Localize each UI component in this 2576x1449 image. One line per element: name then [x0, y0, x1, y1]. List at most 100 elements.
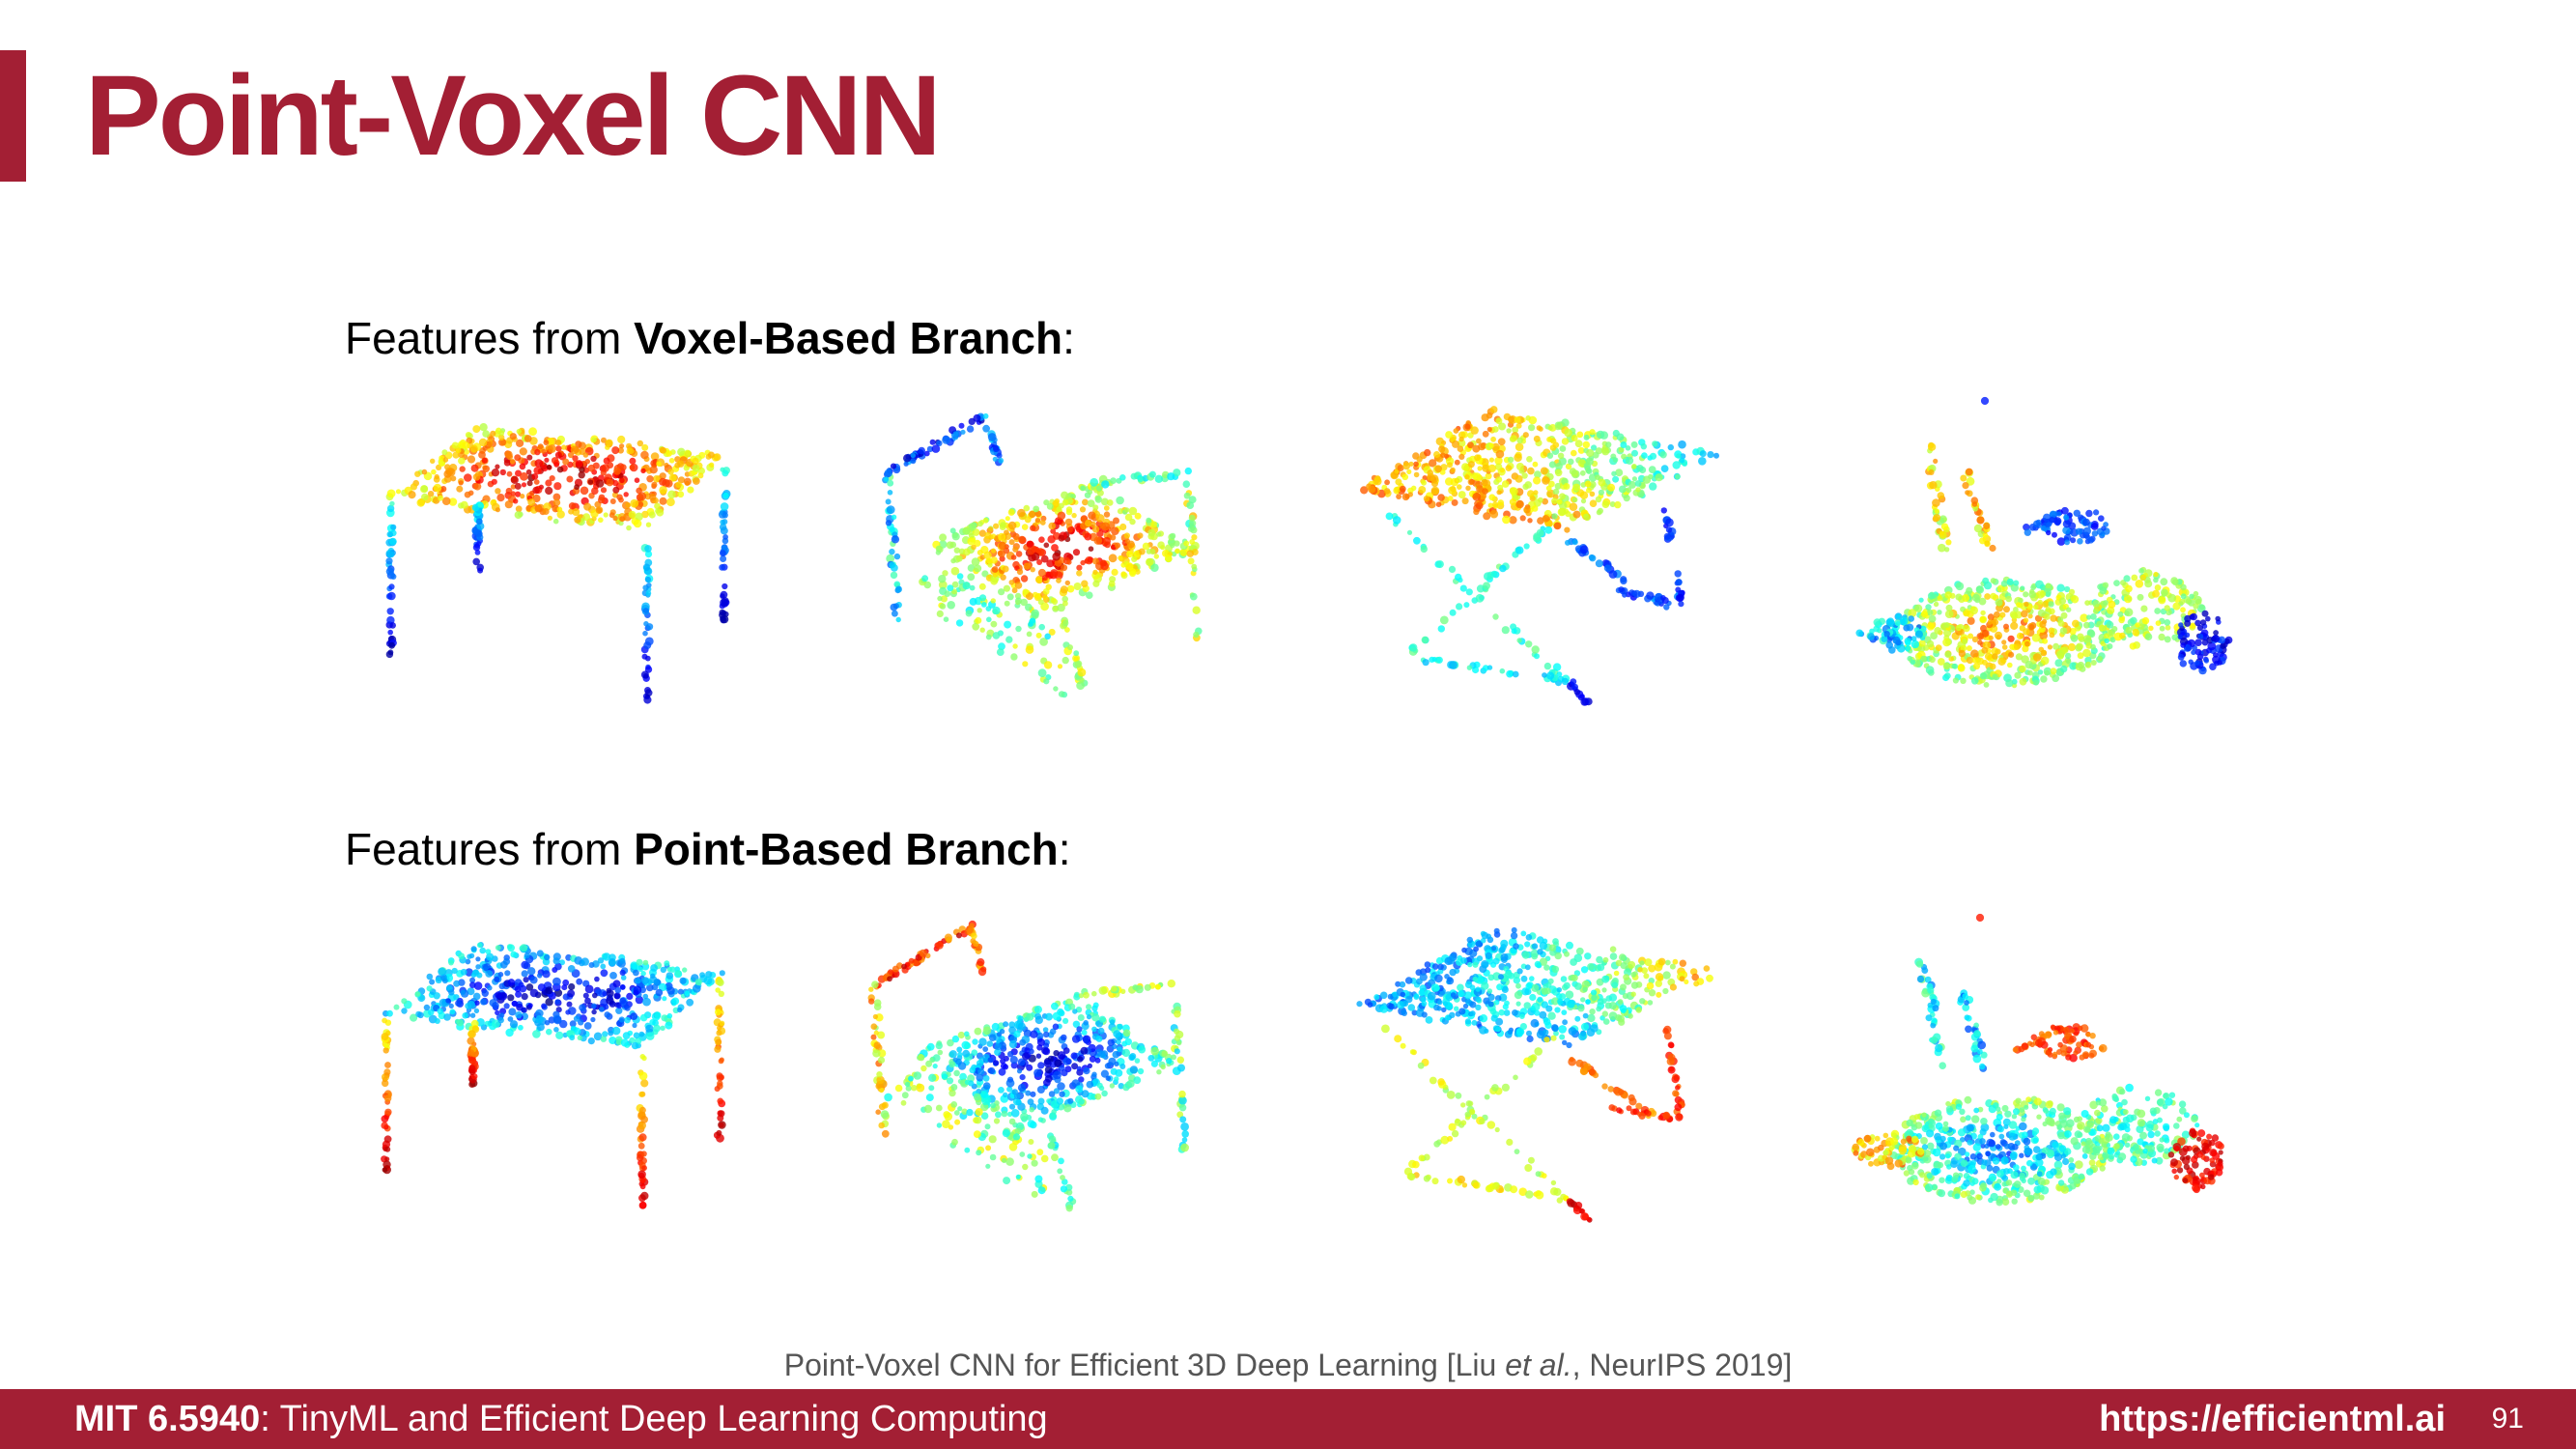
point-dot — [1539, 1010, 1547, 1019]
point-dot — [2209, 663, 2217, 670]
point-dot — [1937, 658, 1945, 666]
point-dot — [1166, 1058, 1173, 1065]
point-dot — [1017, 508, 1026, 518]
point-dot — [1449, 661, 1458, 669]
point-dot — [2101, 526, 2107, 531]
point-dot — [982, 1026, 992, 1036]
point-dot — [1966, 586, 1973, 594]
point-dot — [608, 1030, 614, 1037]
point-dot — [957, 1106, 963, 1112]
point-dot — [1171, 1054, 1176, 1061]
point-dot — [2007, 662, 2013, 668]
point-dot — [1420, 545, 1428, 554]
point-dot — [2194, 619, 2201, 627]
point-dot — [2076, 642, 2083, 651]
point-dot — [1533, 490, 1539, 496]
point-dot — [1425, 967, 1431, 974]
point-dot — [1061, 1034, 1067, 1041]
point-dot — [1086, 1014, 1092, 1020]
point-dot — [1605, 441, 1612, 448]
point-dot — [568, 508, 575, 515]
point-dot — [2062, 520, 2072, 528]
point-dot — [494, 976, 500, 982]
point-dot — [1487, 502, 1493, 508]
point-dot — [938, 575, 947, 583]
point-dot — [1565, 990, 1574, 999]
point-dot — [515, 469, 522, 477]
point-dot — [1458, 453, 1465, 460]
point-dot — [1072, 549, 1081, 556]
point-dot — [1441, 1007, 1447, 1013]
point-dot — [1628, 1013, 1633, 1019]
point-dot — [1488, 494, 1496, 501]
point-dot — [996, 1032, 1003, 1037]
point-dot — [687, 486, 694, 494]
point-dot — [2170, 577, 2178, 584]
point-dot — [984, 1123, 991, 1130]
point-dot — [990, 1102, 996, 1109]
point-dot — [1448, 486, 1457, 495]
point-dot — [973, 1130, 981, 1138]
point-dot — [1015, 1174, 1021, 1179]
point-dot — [526, 454, 533, 461]
point-dot — [520, 944, 528, 952]
point-dot — [1514, 991, 1522, 1000]
point-dot — [1568, 1027, 1577, 1036]
point-dot — [901, 1092, 909, 1099]
point-dot — [646, 582, 652, 588]
point-dot — [1620, 441, 1628, 448]
point-dot — [1147, 528, 1156, 537]
point-dot — [1506, 428, 1512, 434]
point-dot — [1601, 500, 1610, 508]
point-dot — [1399, 980, 1406, 988]
point-dot — [1044, 1074, 1053, 1083]
point-dot — [969, 1066, 976, 1074]
point-dot — [1016, 1068, 1023, 1074]
point-dot — [1025, 592, 1033, 601]
point-dot — [679, 977, 687, 984]
point-dot — [385, 650, 394, 659]
point-dot — [1062, 619, 1069, 627]
point-dot — [968, 417, 976, 425]
point-dot — [1423, 496, 1430, 502]
point-dot — [2068, 588, 2076, 595]
point-dot — [873, 999, 882, 1007]
point-dot — [887, 976, 892, 982]
point-dot — [1106, 499, 1114, 506]
point-dot — [604, 1011, 610, 1018]
point-dot — [715, 987, 721, 993]
point-dot — [644, 576, 651, 583]
point-dot — [532, 486, 540, 495]
point-dot — [868, 986, 874, 992]
point-dot — [1524, 964, 1531, 971]
point-dot — [1571, 974, 1578, 981]
point-dot — [652, 475, 661, 483]
point-dot — [1977, 639, 1983, 645]
point-dot — [1914, 630, 1923, 639]
point-dot — [1027, 1120, 1035, 1128]
point-dot — [1951, 663, 1957, 669]
point-dot — [722, 519, 728, 526]
point-dot — [1514, 474, 1523, 483]
point-dot — [1406, 529, 1413, 535]
point-dot — [1483, 512, 1491, 521]
point-dot — [693, 477, 700, 485]
point-dot — [1464, 997, 1471, 1004]
point-dot — [2027, 669, 2033, 676]
point-dot — [1548, 461, 1556, 469]
point-dot — [1044, 1065, 1053, 1074]
point-dot — [1614, 500, 1622, 509]
point-dot — [2153, 577, 2159, 583]
point-dot — [591, 1003, 597, 1009]
point-dot — [1037, 1097, 1045, 1105]
point-dot — [931, 444, 941, 453]
point-dot — [1020, 1112, 1029, 1122]
point-dot — [2141, 616, 2150, 625]
point-dot — [1470, 426, 1479, 435]
point-dot — [481, 989, 489, 997]
point-dot — [1514, 416, 1521, 424]
point-dot — [1030, 567, 1035, 573]
point-dot — [2045, 606, 2052, 612]
point-dot — [516, 428, 522, 435]
point-dot — [553, 1016, 562, 1025]
